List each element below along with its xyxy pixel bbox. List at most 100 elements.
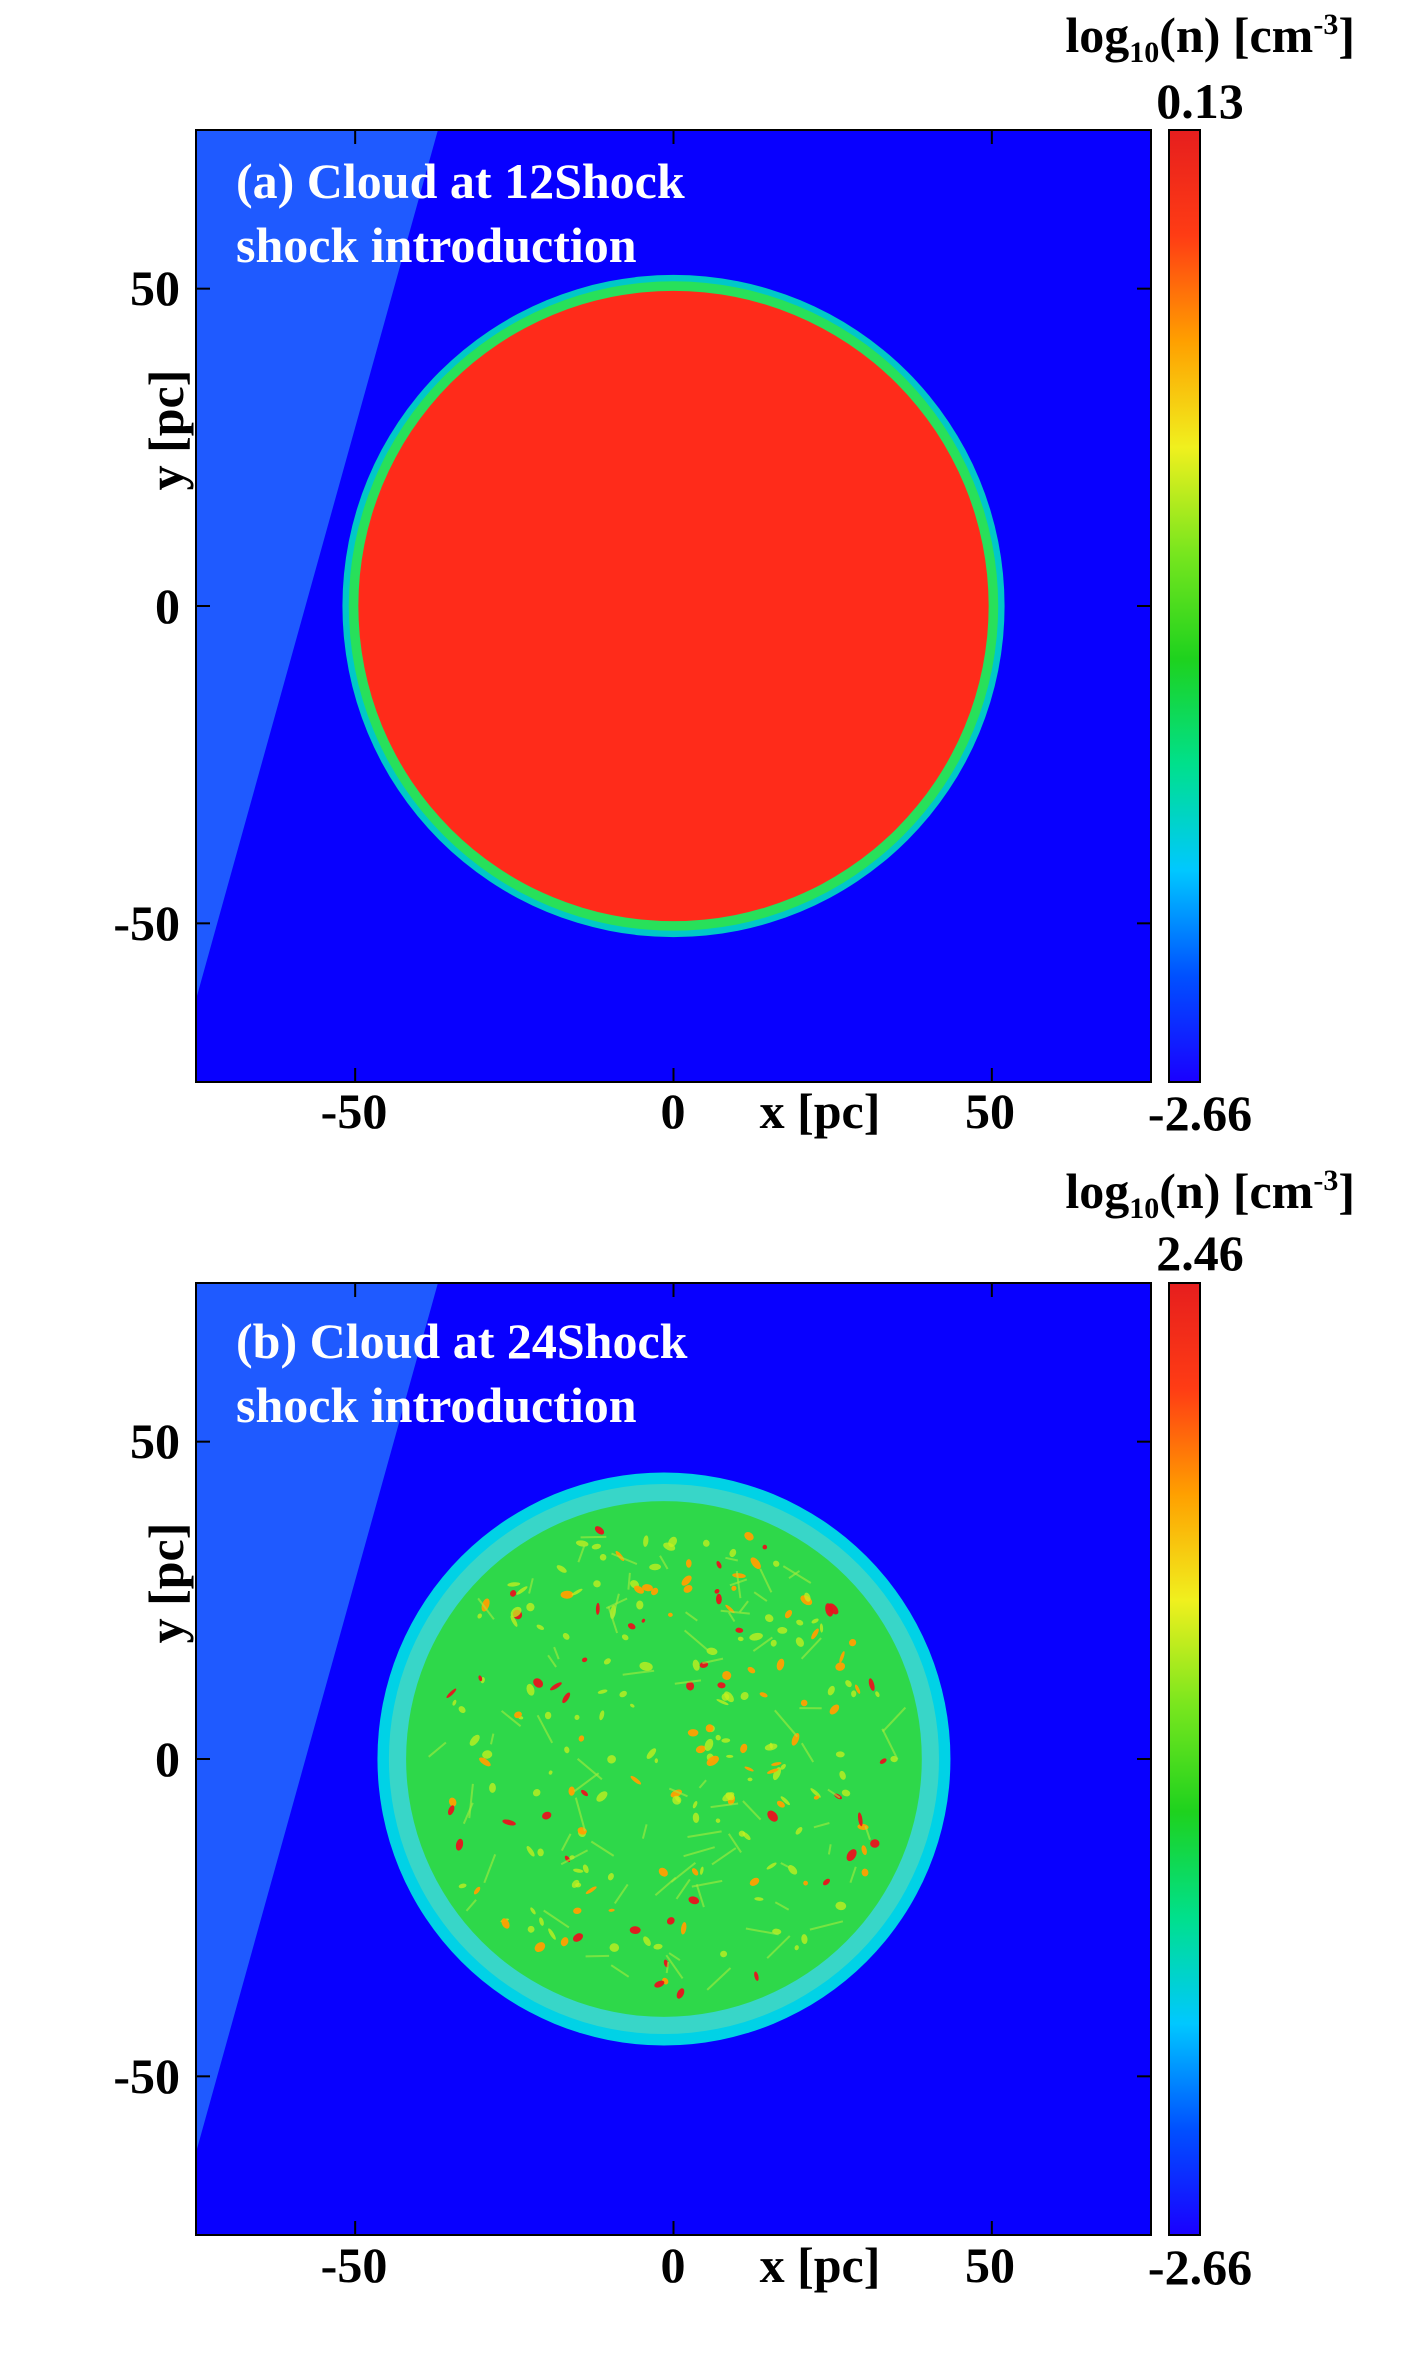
density-clump [722, 1792, 735, 1802]
panel-label: (a) Cloud at 12Shock [236, 153, 685, 209]
density-filament [780, 1862, 791, 1869]
density-clump [800, 1699, 808, 1707]
density-clump [446, 1688, 457, 1699]
density-clump [780, 1796, 790, 1806]
density-filament [683, 1846, 715, 1858]
density-clump [715, 1818, 721, 1823]
density-clump [686, 1681, 695, 1691]
density-filament [483, 1854, 497, 1884]
density-filament [610, 1964, 630, 1978]
density-clump [477, 1613, 482, 1619]
density-filament [613, 1883, 629, 1904]
density-clump [827, 1685, 835, 1696]
density-clump [716, 1699, 729, 1706]
density-clump [879, 1758, 887, 1764]
density-clump [510, 1590, 517, 1597]
density-clump [706, 1647, 718, 1655]
density-clump [668, 1612, 673, 1617]
density-filament [827, 1844, 832, 1855]
density-clump [700, 1866, 704, 1875]
x-tick-label: 50 [965, 1083, 1015, 1139]
density-filament [809, 1920, 844, 1931]
density-filament [774, 1709, 799, 1738]
density-clump [573, 1868, 584, 1873]
density-clump [573, 1907, 582, 1915]
density-filament [465, 1899, 477, 1912]
density-clump [542, 1811, 552, 1820]
density-filament [641, 1824, 648, 1839]
density-clump [839, 1651, 845, 1663]
density-clump [654, 1980, 665, 1988]
density-clump [754, 1897, 764, 1901]
density-clump [670, 1789, 682, 1798]
density-clump [650, 1587, 659, 1596]
colorbar-label-end: ] [1338, 1163, 1355, 1219]
density-clump [478, 1675, 483, 1682]
density-filament [528, 1578, 534, 1594]
density-clump [841, 1789, 851, 1797]
density-clump [548, 1928, 556, 1940]
colorbar [1168, 1282, 1201, 2236]
density-clump [514, 1711, 522, 1719]
density-filament [500, 1710, 522, 1727]
density-clump [548, 1770, 553, 1775]
density-clump [692, 1812, 700, 1823]
density-clump [473, 1886, 481, 1895]
panel-b: log10(n) [cm-3] 2.46 -2.66 (b) Cloud at … [113, 1163, 1355, 2295]
shocked-region [196, 1283, 438, 2153]
density-filament [428, 1741, 447, 1758]
density-filament [607, 1606, 619, 1634]
density-filament [543, 1909, 570, 1929]
density-clump [544, 1711, 552, 1720]
density-clump [672, 1795, 682, 1805]
density-filament [864, 1825, 871, 1841]
density-filament [683, 1629, 709, 1652]
density-filament [468, 1783, 474, 1819]
colorbar-title: log10(n) [cm-3] [1065, 7, 1355, 69]
density-clump [839, 1770, 846, 1780]
density-filament [710, 1802, 739, 1809]
density-filament [745, 1927, 779, 1936]
density-filament [800, 1742, 815, 1763]
density-clump [608, 1908, 615, 1912]
density-filament [738, 1600, 749, 1613]
density-filament [735, 1570, 742, 1599]
density-clump [501, 1918, 510, 1929]
density-clump [722, 1670, 732, 1681]
density-clump [764, 1743, 778, 1751]
colorbar-label-sub: 10 [1129, 36, 1159, 69]
density-clump [574, 1714, 580, 1720]
density-filament [675, 1878, 691, 1900]
density-clump [646, 1748, 657, 1759]
colorbar-min-label: -2.66 [1148, 1085, 1252, 1141]
y-tick-label: -50 [113, 895, 180, 951]
density-clump [803, 1880, 808, 1886]
density-filament [759, 1568, 773, 1593]
density-filament [800, 1637, 822, 1660]
density-clump [607, 1873, 614, 1881]
density-clump [764, 1614, 774, 1623]
density-clump [593, 1580, 601, 1588]
x-tick-label: -50 [321, 2237, 388, 2293]
density-clump [560, 1937, 569, 1947]
density-clump [721, 1738, 731, 1743]
cloud [377, 1472, 951, 2046]
ticks [196, 130, 1151, 1082]
density-filament [560, 1833, 572, 1852]
density-clump [825, 1603, 834, 1617]
density-clump [747, 1777, 753, 1782]
density-filament [585, 1954, 610, 1958]
density-filament [766, 1935, 791, 1959]
density-clump [550, 1682, 562, 1691]
density-clump [621, 1634, 629, 1641]
colorbar-label-mid: (n) [cm [1159, 1163, 1313, 1219]
density-filament [611, 1593, 620, 1620]
density-filament [674, 1679, 702, 1685]
density-clump [776, 1658, 785, 1671]
y-tick-label: 50 [130, 260, 180, 316]
density-clump [716, 1561, 722, 1569]
y-tick-label: -50 [113, 2048, 180, 2104]
density-clump [749, 1632, 763, 1641]
cloud-core [358, 290, 989, 922]
